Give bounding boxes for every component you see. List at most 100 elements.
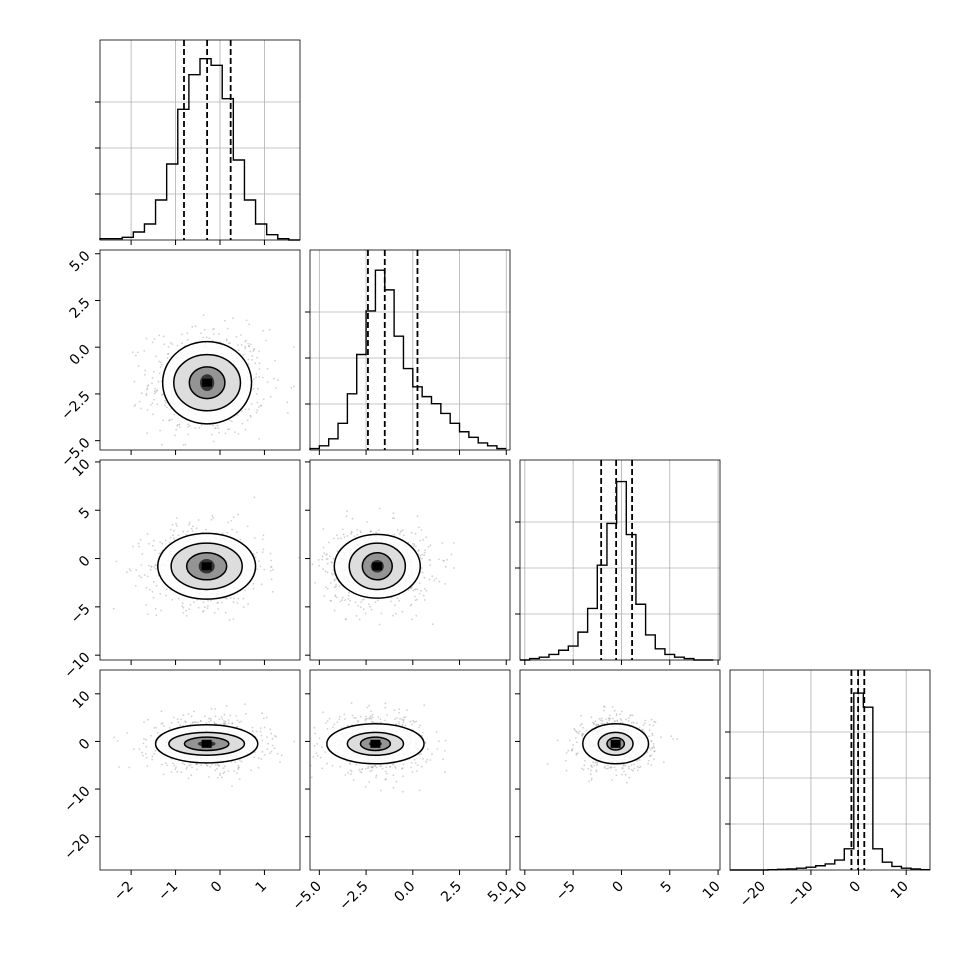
scatter-point [157, 380, 160, 383]
scatter-point [187, 423, 190, 426]
scatter-point [326, 562, 329, 565]
scatter-point [175, 522, 178, 525]
scatter-point [444, 583, 446, 585]
scatter-point [594, 720, 597, 722]
scatter-point [350, 532, 352, 535]
scatter-point [229, 419, 231, 422]
scatter-point [416, 598, 418, 601]
xtick-label: −1 [155, 878, 181, 904]
scatter-point [413, 545, 415, 547]
scatter-point [192, 601, 195, 603]
scatter-point [595, 770, 598, 773]
scatter-point [417, 526, 420, 529]
scatter-point [611, 779, 613, 781]
scatter-point [630, 768, 633, 771]
scatter-point [401, 723, 404, 726]
scatter-point [582, 733, 585, 735]
scatter-point [556, 739, 559, 742]
scatter-point [597, 723, 600, 726]
scatter-point [610, 766, 613, 769]
scatter-point [220, 716, 223, 718]
scatter-point [161, 763, 163, 766]
scatter-point [174, 434, 176, 437]
scatter-point [582, 768, 585, 771]
scatter-point [224, 720, 227, 723]
scatter-point [324, 751, 327, 753]
scatter-point [425, 761, 427, 763]
scatter-point [298, 556, 300, 559]
scatter-point [244, 589, 247, 592]
scatter-point [418, 549, 420, 551]
scatter-point [422, 538, 424, 541]
xtick-label: 0 [208, 878, 226, 896]
scatter-point [356, 721, 359, 723]
scatter-point [374, 601, 377, 604]
scatter-point [146, 432, 148, 434]
scatter-point [653, 750, 655, 753]
scatter-point [182, 714, 185, 716]
scatter-point [191, 530, 194, 532]
scatter-point [190, 774, 193, 777]
xtick-label: −2.5 [336, 878, 371, 913]
scatter-point [395, 723, 398, 725]
scatter-point [226, 327, 229, 330]
scatter-point [217, 601, 219, 604]
scatter-point [132, 545, 135, 548]
scatter-point [380, 765, 382, 767]
scatter-point [165, 588, 168, 591]
scatter-point [380, 721, 383, 724]
hist-frame [99, 39, 301, 241]
scatter-point [406, 709, 408, 711]
scatter-point [270, 750, 273, 753]
scatter-point [324, 722, 327, 724]
scatter-point [236, 531, 238, 533]
scatter-point [163, 343, 166, 346]
scatter-point [272, 568, 274, 571]
scatter-point [253, 537, 256, 539]
scatter-point [248, 345, 251, 348]
scatter-point [223, 319, 226, 322]
scatter-point [134, 404, 137, 406]
scatter-point [366, 521, 369, 523]
scatter-point [240, 720, 243, 723]
scatter-point [138, 748, 141, 750]
scatter-point [193, 721, 196, 723]
scatter-point [208, 776, 210, 778]
scatter-point [237, 764, 240, 767]
scatter-point [169, 727, 171, 729]
scatter-point [379, 765, 382, 768]
ytick-label: 0.0 [67, 342, 94, 369]
scatter-point [636, 765, 639, 768]
scatter-point [380, 789, 382, 792]
density-peak [201, 562, 212, 571]
pair-panel-content [113, 703, 296, 787]
scatter-point [361, 599, 364, 601]
scatter-point [357, 605, 360, 607]
scatter-point [340, 537, 342, 540]
scatter-point [333, 609, 336, 612]
scatter-point [158, 552, 161, 555]
scatter-point [607, 764, 609, 767]
scatter-point [587, 767, 590, 770]
scatter-point [256, 356, 259, 359]
scatter-point [384, 706, 387, 709]
scatter-point [354, 601, 357, 603]
scatter-point [231, 785, 233, 787]
scatter-point [393, 709, 396, 712]
scatter-point [261, 538, 264, 540]
scatter-point [594, 761, 597, 764]
scatter-point [603, 709, 605, 712]
scatter-point [577, 732, 580, 735]
scatter-point [154, 549, 156, 552]
scatter-point [178, 423, 181, 426]
scatter-point [398, 711, 400, 714]
scatter-point [253, 756, 256, 759]
scatter-point [148, 542, 150, 545]
scatter-point [636, 759, 638, 762]
scatter-point [242, 597, 245, 600]
scatter-point [225, 339, 228, 342]
scatter-point [326, 553, 328, 556]
scatter-point [368, 717, 370, 720]
scatter-point [269, 552, 272, 555]
scatter-point [339, 600, 342, 603]
